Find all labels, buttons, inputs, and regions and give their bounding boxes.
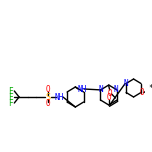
Text: O: O [107,88,112,97]
Text: S: S [45,93,50,102]
Text: NH: NH [55,93,64,102]
Text: NH: NH [77,85,87,93]
Text: *: * [148,84,152,93]
Text: N: N [114,85,118,95]
Text: N: N [124,79,128,88]
Text: N: N [98,85,103,95]
Text: O: O [45,100,50,109]
Text: O: O [45,85,50,95]
Text: F: F [8,93,13,102]
Text: O: O [140,88,144,97]
Text: F: F [8,98,13,107]
Text: F: F [8,86,13,95]
Text: O: O [106,93,111,102]
